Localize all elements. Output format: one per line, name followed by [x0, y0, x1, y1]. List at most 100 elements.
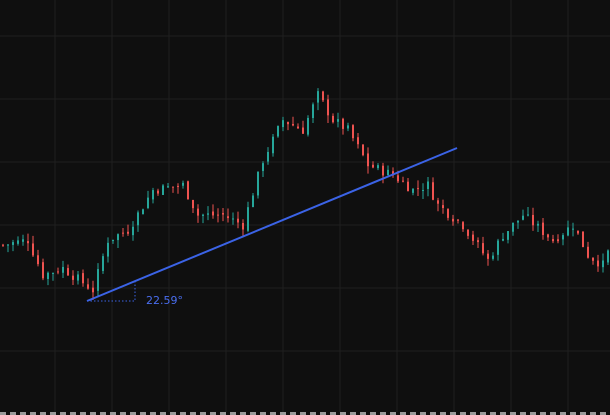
candle-body	[462, 222, 464, 230]
candle-body	[197, 208, 199, 216]
candle-body	[382, 165, 384, 176]
candle-body	[357, 137, 359, 145]
candle-body	[377, 165, 379, 169]
candle-body	[192, 200, 194, 209]
candle-body	[57, 271, 59, 273]
candle-body	[132, 226, 134, 236]
candle-body	[562, 235, 564, 240]
candle-body	[92, 287, 94, 293]
candle-body	[137, 212, 139, 226]
candle-body	[12, 242, 14, 245]
candle-body	[177, 185, 179, 187]
candle-body	[282, 120, 284, 128]
candle-body	[582, 231, 584, 248]
candle-body	[182, 182, 184, 186]
candle-body	[17, 240, 19, 244]
candle-body	[477, 240, 479, 243]
candle-body	[602, 260, 604, 268]
candle-body	[232, 218, 234, 220]
candle-body	[452, 218, 454, 222]
candle-body	[542, 222, 544, 235]
candle-body	[82, 273, 84, 284]
candle-body	[467, 229, 469, 236]
candle-body	[402, 180, 404, 182]
candle-body	[352, 125, 354, 139]
candle-body	[127, 231, 129, 234]
candle-body	[47, 272, 49, 279]
candle-body	[277, 126, 279, 137]
candle-body	[72, 275, 74, 280]
candle-body	[107, 242, 109, 257]
candle-body	[2, 244, 4, 246]
candle-body	[67, 268, 69, 276]
candle-body	[517, 220, 519, 223]
candle-body	[522, 215, 524, 220]
candle-body	[457, 219, 459, 221]
candle-body	[527, 214, 529, 216]
candle-body	[252, 195, 254, 208]
candle-body	[157, 190, 159, 194]
candle-body	[37, 255, 39, 265]
candle-body	[437, 200, 439, 204]
candle-body	[362, 144, 364, 156]
candle-body	[152, 190, 154, 200]
candle-body	[547, 234, 549, 238]
candle-body	[507, 231, 509, 240]
trend-angle-line	[86, 147, 458, 302]
candle-body	[147, 197, 149, 208]
candle-body	[607, 250, 609, 263]
candle-body	[122, 232, 124, 234]
candle-body	[427, 181, 429, 189]
candle-body	[217, 214, 219, 216]
candle-body	[222, 213, 224, 215]
candle-body	[247, 207, 249, 231]
candle-body	[62, 266, 64, 273]
candle-body	[202, 214, 204, 216]
candle-body	[407, 181, 409, 192]
candle-body	[22, 239, 24, 242]
candle-body	[187, 181, 189, 200]
candle-body	[162, 185, 164, 195]
candle-body	[112, 239, 114, 242]
candle-body	[207, 213, 209, 215]
candle-body	[332, 115, 334, 123]
candle-body	[472, 234, 474, 241]
candle-body	[532, 214, 534, 226]
candle-body	[337, 119, 339, 122]
candle-body	[302, 127, 304, 134]
candle-body	[392, 171, 394, 176]
candle-body	[492, 255, 494, 259]
candle-body	[442, 205, 444, 209]
candle-body	[312, 104, 314, 118]
candle-body	[572, 228, 574, 230]
candle-body	[347, 125, 349, 129]
candle-body	[567, 227, 569, 236]
candle-body	[397, 175, 399, 182]
candle-body	[417, 188, 419, 190]
candle-body	[242, 223, 244, 230]
candle-body	[322, 91, 324, 101]
candle-body	[432, 182, 434, 200]
candle-body	[287, 122, 289, 125]
candle-body	[587, 246, 589, 258]
candle-body	[537, 223, 539, 226]
candle-body	[502, 238, 504, 241]
candle-body	[447, 209, 449, 218]
candle-body	[387, 169, 389, 176]
candle-body	[497, 240, 499, 255]
candle-body	[27, 241, 29, 244]
candle-body	[272, 136, 274, 154]
candle-body	[592, 257, 594, 261]
candle-body	[512, 222, 514, 232]
candle-body	[52, 272, 54, 274]
candle-body	[367, 153, 369, 167]
candle-body	[87, 284, 89, 289]
candle-body	[597, 260, 599, 267]
candle-body	[102, 256, 104, 271]
candle-body	[97, 269, 99, 291]
candle-body	[327, 99, 329, 116]
candle-body	[32, 243, 34, 256]
candle-body	[267, 151, 269, 162]
candle-body	[557, 239, 559, 242]
